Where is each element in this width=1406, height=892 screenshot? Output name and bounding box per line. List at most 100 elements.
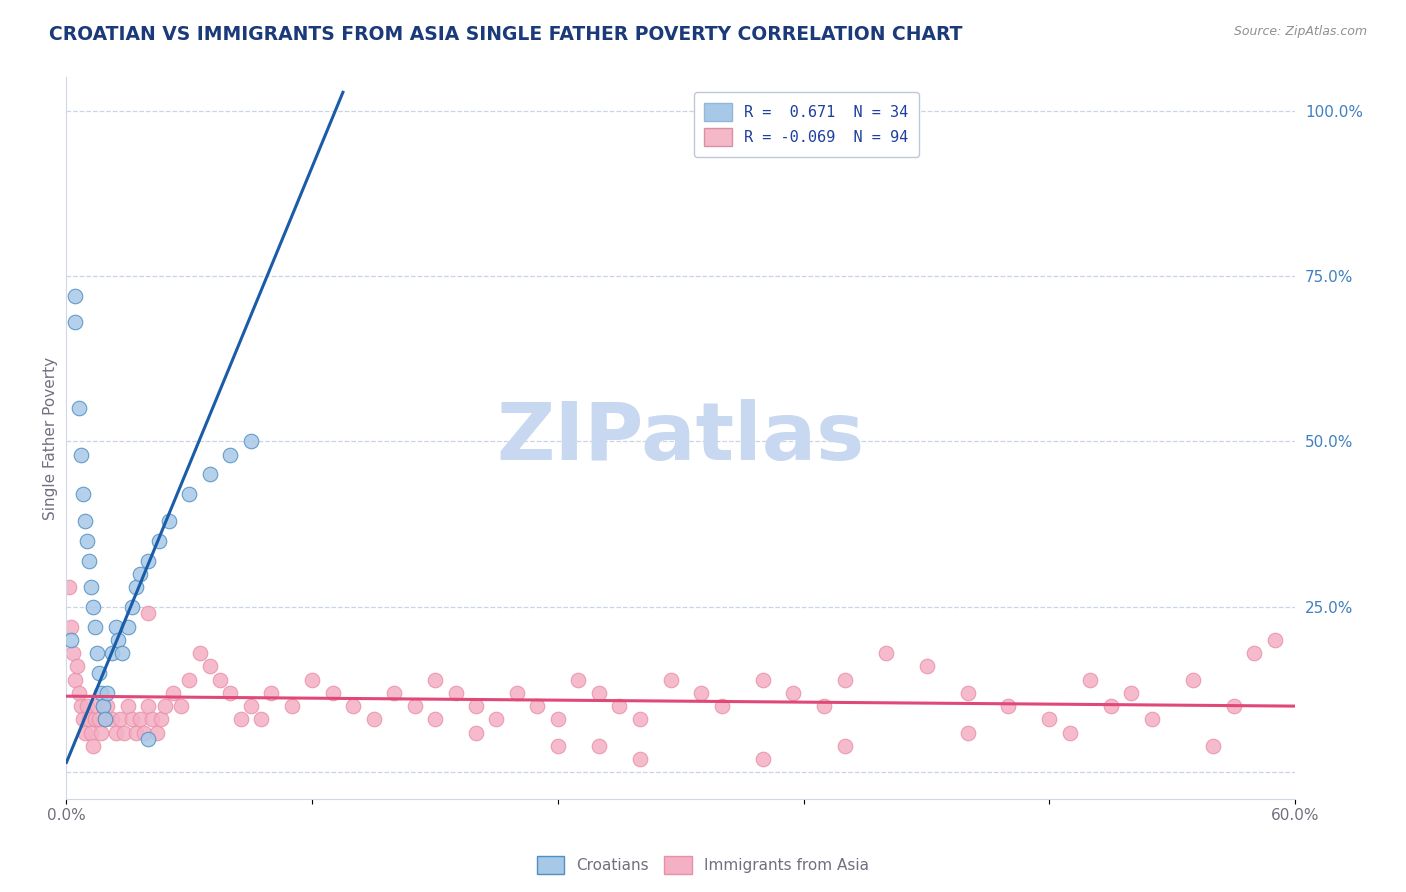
Point [72,487,94,501]
Point [94,712,117,726]
Point [567,673,589,687]
Point [423,712,446,726]
Point [89,666,111,681]
Point [59,620,82,634]
Point [485,712,508,726]
Point [609,699,631,714]
Point [1264,632,1286,647]
Point [90,686,112,700]
Point [956,725,979,739]
Point [404,699,426,714]
Point [179,487,201,501]
Point [157,514,180,528]
Point [465,699,488,714]
Point [782,686,804,700]
Point [198,659,221,673]
Point [129,712,152,726]
Point [62,646,84,660]
Point [108,712,131,726]
Point [91,699,114,714]
Point [77,712,100,726]
Point [219,448,242,462]
Point [875,646,897,660]
Point [250,712,273,726]
Point [198,467,221,482]
Point [63,673,86,687]
Point [1140,712,1163,726]
Point [67,401,90,416]
Point [588,686,610,700]
Text: Source: ZipAtlas.com: Source: ZipAtlas.com [1233,25,1367,38]
Point [1202,739,1225,753]
Point [342,699,364,714]
Point [77,553,100,567]
Point [628,752,651,766]
Point [148,533,170,548]
Point [138,553,160,567]
Point [100,712,122,726]
Point [76,533,98,548]
Point [465,725,488,739]
Point [96,686,118,700]
Point [107,632,129,647]
Point [63,289,86,303]
Point [59,632,82,647]
Y-axis label: Single Father Poverty: Single Father Poverty [44,357,58,520]
Legend: R =  0.671  N = 34, R = -0.069  N = 94: R = 0.671 N = 34, R = -0.069 N = 94 [693,92,920,157]
Point [834,739,856,753]
Point [96,699,118,714]
Point [188,646,211,660]
Point [63,315,86,329]
Point [73,725,96,739]
Point [239,434,262,449]
Point [1243,646,1265,660]
Point [229,712,252,726]
Point [382,686,405,700]
Point [111,646,134,660]
Text: ZIPatlas: ZIPatlas [496,399,865,477]
Point [149,712,172,726]
Point [628,712,651,726]
Point [659,673,682,687]
Point [69,448,91,462]
Point [145,725,167,739]
Point [1059,725,1081,739]
Point [956,686,979,700]
Point [301,673,323,687]
Point [423,673,446,687]
Point [121,712,143,726]
Point [58,580,80,594]
Legend: Croatians, Immigrants from Asia: Croatians, Immigrants from Asia [530,850,876,880]
Point [117,620,139,634]
Point [84,712,107,726]
Point [121,599,143,614]
Point [73,514,96,528]
Point [260,686,283,700]
Point [1181,673,1204,687]
Point [280,699,302,714]
Point [104,620,127,634]
Point [89,712,111,726]
Point [86,646,108,660]
Point [1222,699,1244,714]
Point [813,699,835,714]
Point [82,739,104,753]
Point [112,725,135,739]
Point [100,646,122,660]
Point [129,566,152,581]
Point [80,580,103,594]
Point [67,686,90,700]
Point [219,686,242,700]
Point [153,699,176,714]
Point [751,673,773,687]
Point [710,699,733,714]
Point [66,659,89,673]
Point [141,712,163,726]
Point [91,699,114,714]
Point [690,686,713,700]
Point [86,699,108,714]
Point [104,725,127,739]
Point [1038,712,1060,726]
Point [547,712,569,726]
Point [506,686,529,700]
